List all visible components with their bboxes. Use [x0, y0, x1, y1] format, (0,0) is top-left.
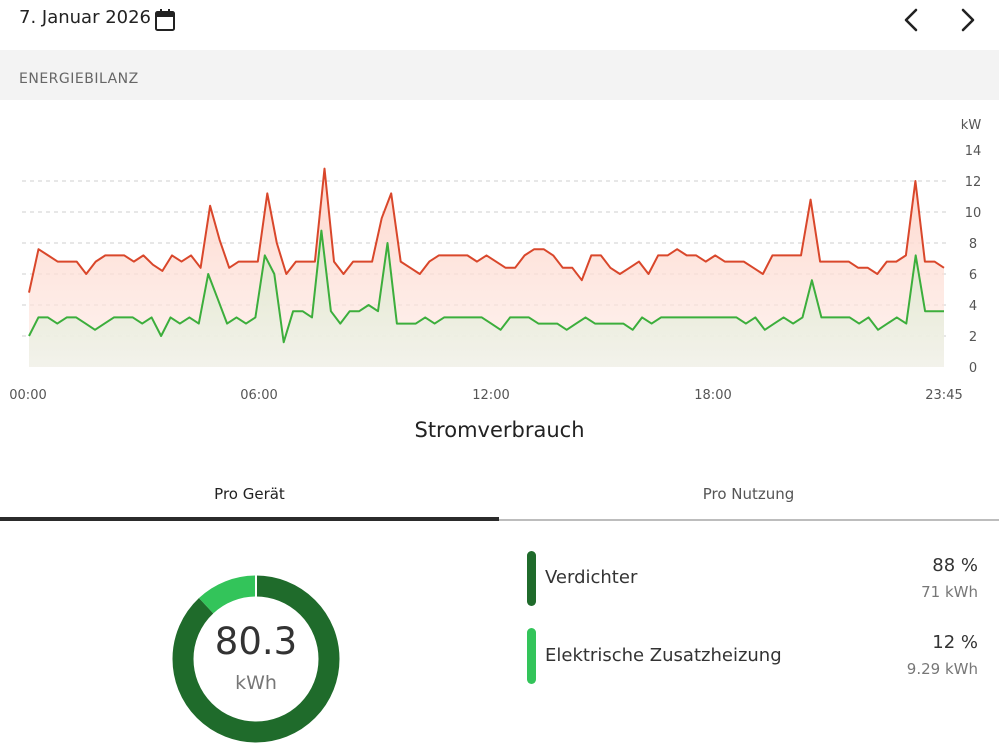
series-green-area [29, 230, 944, 367]
y-tick-label: 2 [969, 330, 977, 345]
total-consumption-unit: kWh [235, 672, 277, 694]
consumption-donut-chart [172, 575, 340, 743]
y-axis-unit: kW [961, 118, 982, 133]
active-tab-indicator [0, 517, 499, 521]
legend-name-zusatzheizung: Elektrische Zusatzheizung [545, 645, 782, 666]
y-tick-label: 14 [965, 144, 982, 159]
legend-name-verdichter: Verdichter [545, 567, 638, 588]
legend-color-zusatzheizung [527, 628, 536, 684]
y-tick-label: 12 [965, 175, 982, 190]
section-title: ENERGIEBILANZ [19, 71, 139, 87]
tab-pro-nutzung[interactable]: Pro Nutzung [702, 485, 795, 503]
y-tick-label: 6 [969, 268, 977, 283]
date-header: 7. Januar 2026 [0, 0, 999, 50]
legend-color-verdichter [527, 551, 536, 606]
legend-percent-verdichter: 88 % [932, 555, 978, 576]
y-tick-label: 10 [965, 206, 982, 221]
calendar-icon[interactable] [154, 8, 176, 32]
energy-balance-chart: 14 12 10 8 6 4 2 0 kW 00:00 06:00 12:00 18:00 23:45 [0, 100, 999, 410]
consumption-tabs: Pro Gerät Pro Nutzung [0, 470, 999, 522]
y-tick-label: 8 [969, 237, 977, 252]
tab-divider [499, 519, 999, 521]
section-header: ENERGIEBILANZ [0, 50, 999, 100]
tab-pro-geraet[interactable]: Pro Gerät [214, 485, 285, 503]
legend-energy-verdichter: 71 kWh [921, 583, 978, 601]
x-tick-label: 18:00 [694, 388, 731, 403]
series-red-line [28, 167, 945, 293]
chevron-left-icon[interactable] [898, 6, 926, 34]
chart-svg: 14 12 10 8 6 4 2 0 kW 00:00 06:00 12:00 18:00 23:45 [9, 118, 982, 403]
consumption-title: Stromverbrauch [414, 418, 585, 442]
y-tick-label: 0 [969, 361, 977, 376]
legend-percent-zusatzheizung: 12 % [932, 632, 978, 653]
x-tick-label: 00:00 [9, 388, 46, 403]
series-green-line [28, 229, 944, 344]
chevron-right-icon[interactable] [953, 6, 981, 34]
x-tick-label: 12:00 [472, 388, 509, 403]
legend-energy-zusatzheizung: 9.29 kWh [906, 660, 978, 678]
y-tick-label: 4 [969, 299, 977, 314]
x-tick-label: 06:00 [240, 388, 277, 403]
date-label[interactable]: 7. Januar 2026 [19, 7, 152, 28]
x-tick-label: 23:45 [925, 388, 962, 403]
total-consumption-value: 80.3 [214, 620, 298, 663]
